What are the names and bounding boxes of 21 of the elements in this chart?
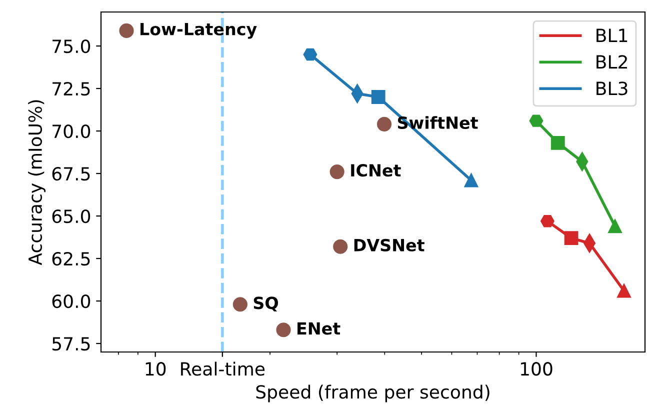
annotation: DVSNet [354,238,424,252]
legend-label: BL3 [596,82,628,96]
annotation: ENet [298,322,340,335]
x-tick-label: Real-time [181,362,265,376]
y-tick-label: 62.5 [52,252,90,266]
x-tick-label: 10 [146,362,166,376]
y-tick-label: 70.0 [52,124,90,138]
y-tick-label: 75.0 [52,39,90,54]
x-axis-title: Speed (frame per second) [256,384,490,402]
y-axis-title: Accuracy (mIoU%) [28,100,46,266]
y-tick-label: 60.0 [52,294,90,308]
x-tick-label: 100 [520,362,552,376]
y-tick-label: 57.5 [52,337,90,351]
y-tick-label: 65.0 [52,209,90,224]
y-tick-label: 67.5 [52,166,90,181]
annotation: SQ [254,296,278,312]
legend-label: BL2 [596,55,627,68]
legend-label: BL1 [596,28,628,42]
annotation: ICNet [351,164,401,177]
annotation: Low-Latency [140,23,257,39]
y-tick-label: 72.5 [52,82,90,96]
